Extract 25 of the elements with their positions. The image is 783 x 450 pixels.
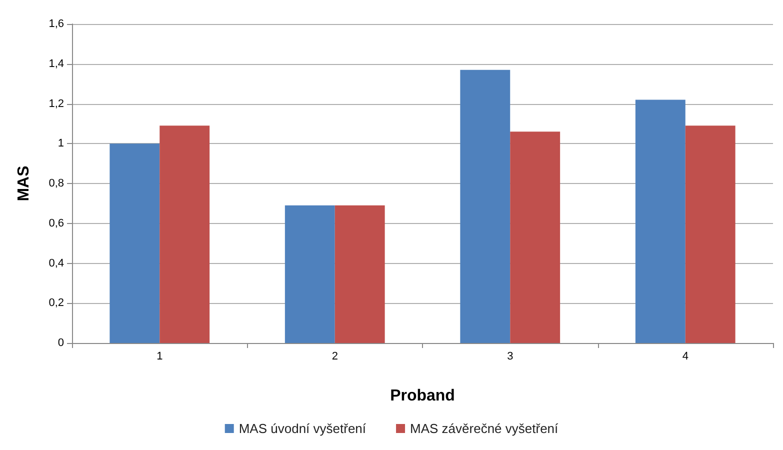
bar <box>334 205 385 343</box>
y-tick-label: 0 <box>58 337 64 349</box>
x-tick-label: 2 <box>332 350 338 362</box>
bar <box>685 126 736 343</box>
bar <box>110 144 160 343</box>
y-tick-label: 0,2 <box>48 297 64 310</box>
y-tick-label: 0,8 <box>48 178 64 190</box>
x-tick-label: 3 <box>507 350 514 362</box>
bar <box>460 70 510 343</box>
bar <box>284 205 335 343</box>
y-tick-label: 0,4 <box>48 257 64 270</box>
x-tick-label: 4 <box>682 350 688 362</box>
y-tick-label: 0,6 <box>48 217 64 230</box>
bar <box>635 100 686 343</box>
y-tick-label: 1,4 <box>48 58 64 70</box>
y-tick-label: 1 <box>58 138 64 150</box>
x-tick-label: 1 <box>156 350 163 362</box>
y-tick-label: 1,6 <box>48 18 64 30</box>
x-axis-title: Proband <box>390 388 455 404</box>
bar <box>160 126 210 343</box>
legend-label: MAS závěrečné vyšetření <box>410 421 559 436</box>
legend-label: MAS úvodní vyšetření <box>238 421 366 436</box>
y-tick-label: 1,2 <box>48 98 64 110</box>
bar <box>510 132 560 343</box>
y-axis-title: MAS <box>16 165 32 202</box>
